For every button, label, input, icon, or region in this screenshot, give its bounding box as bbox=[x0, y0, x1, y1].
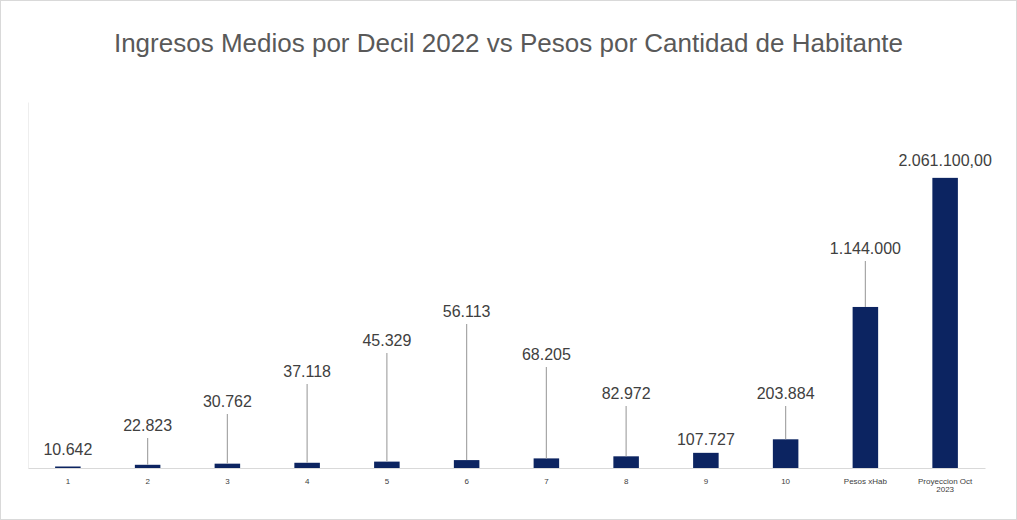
chart: Ingresos Medios por Decil 2022 vs Pesos … bbox=[0, 0, 1017, 520]
chart-frame bbox=[1, 1, 1017, 520]
data-label: 45.329 bbox=[362, 332, 411, 349]
y-axis-line bbox=[28, 103, 29, 469]
x-tick-label: 10 bbox=[781, 477, 790, 486]
x-tick-label-line: 2023 bbox=[936, 485, 954, 494]
bar bbox=[454, 460, 480, 468]
bar bbox=[55, 467, 81, 468]
bar bbox=[135, 465, 161, 468]
x-tick: 10 bbox=[781, 477, 790, 486]
x-tick-label: 5 bbox=[385, 477, 390, 486]
x-tick-label: 1 bbox=[66, 477, 71, 486]
bar bbox=[773, 439, 799, 468]
data-label: 2.061.100,00 bbox=[898, 152, 992, 169]
leader-line bbox=[386, 353, 387, 462]
bar bbox=[534, 458, 560, 468]
x-tick-label: 3 bbox=[225, 477, 230, 486]
bar bbox=[294, 463, 320, 468]
leader-line bbox=[466, 324, 467, 460]
x-tick: 2 bbox=[145, 477, 150, 486]
x-tick-label: 6 bbox=[464, 477, 469, 486]
x-tick: 3 bbox=[225, 477, 230, 486]
x-tick: 1 bbox=[66, 477, 71, 486]
x-axis-line bbox=[29, 468, 986, 469]
y-axis bbox=[28, 103, 29, 469]
title: Ingresos Medios por Decil 2022 vs Pesos … bbox=[114, 28, 903, 58]
x-tick: 5 bbox=[385, 477, 390, 486]
bar bbox=[613, 456, 639, 468]
leader-line bbox=[546, 367, 547, 458]
x-tick: 7 bbox=[544, 477, 549, 486]
data-labels: 10.642 22.823 30.762 37.118 45.329 56.113 68.2… bbox=[43, 152, 992, 465]
data-label: 1.144.000 bbox=[830, 240, 901, 257]
x-tick-label: 4 bbox=[305, 477, 310, 486]
x-tick-label: 8 bbox=[624, 477, 629, 486]
x-tick: 6 bbox=[464, 477, 469, 486]
data-label: 22.823 bbox=[123, 417, 172, 434]
data-label: 10.642 bbox=[43, 441, 92, 458]
leader-line bbox=[147, 438, 148, 465]
leader-line bbox=[785, 406, 786, 439]
bar bbox=[374, 462, 400, 468]
x-tick-label: 9 bbox=[704, 477, 709, 486]
plot: 1 2 3 4 5 6 7 8 9 10 Pesos xHab Proyeccion Oct2023 bbox=[29, 103, 986, 495]
x-tick-label-line: Proyeccion Oct bbox=[918, 477, 973, 486]
bar bbox=[853, 307, 879, 468]
bar bbox=[932, 178, 958, 468]
data-label: 30.762 bbox=[203, 393, 252, 410]
data-label: 203.884 bbox=[757, 385, 815, 402]
title-line: Ingresos Medios por Decil 2022 vs Pesos … bbox=[114, 28, 903, 58]
data-label: 37.118 bbox=[283, 363, 331, 380]
x-axis: 1 2 3 4 5 6 7 8 9 10 Pesos xHab Proyeccion Oct2023 bbox=[29, 469, 986, 495]
leader-line bbox=[227, 414, 228, 464]
x-tick-label: Proyeccion Oct2023 bbox=[918, 477, 973, 495]
x-tick: 9 bbox=[704, 477, 709, 486]
x-tick-label: 7 bbox=[544, 477, 549, 486]
bars bbox=[55, 178, 958, 468]
x-tick-label: 2 bbox=[145, 477, 150, 486]
leader-line bbox=[626, 406, 627, 456]
leader-line bbox=[865, 261, 866, 307]
data-label: 56.113 bbox=[443, 303, 491, 320]
x-tick-label: Pesos xHab bbox=[844, 477, 888, 486]
x-tick: Pesos xHab bbox=[844, 477, 888, 486]
x-tick: 8 bbox=[624, 477, 629, 486]
bar bbox=[215, 464, 241, 468]
x-tick: 4 bbox=[305, 477, 310, 486]
bar bbox=[693, 453, 719, 468]
data-label: 68.205 bbox=[522, 346, 571, 363]
leader-line bbox=[307, 384, 308, 463]
data-label: 82.972 bbox=[602, 385, 651, 402]
data-label: 107.727 bbox=[677, 431, 735, 448]
x-tick: Proyeccion Oct2023 bbox=[918, 477, 973, 495]
